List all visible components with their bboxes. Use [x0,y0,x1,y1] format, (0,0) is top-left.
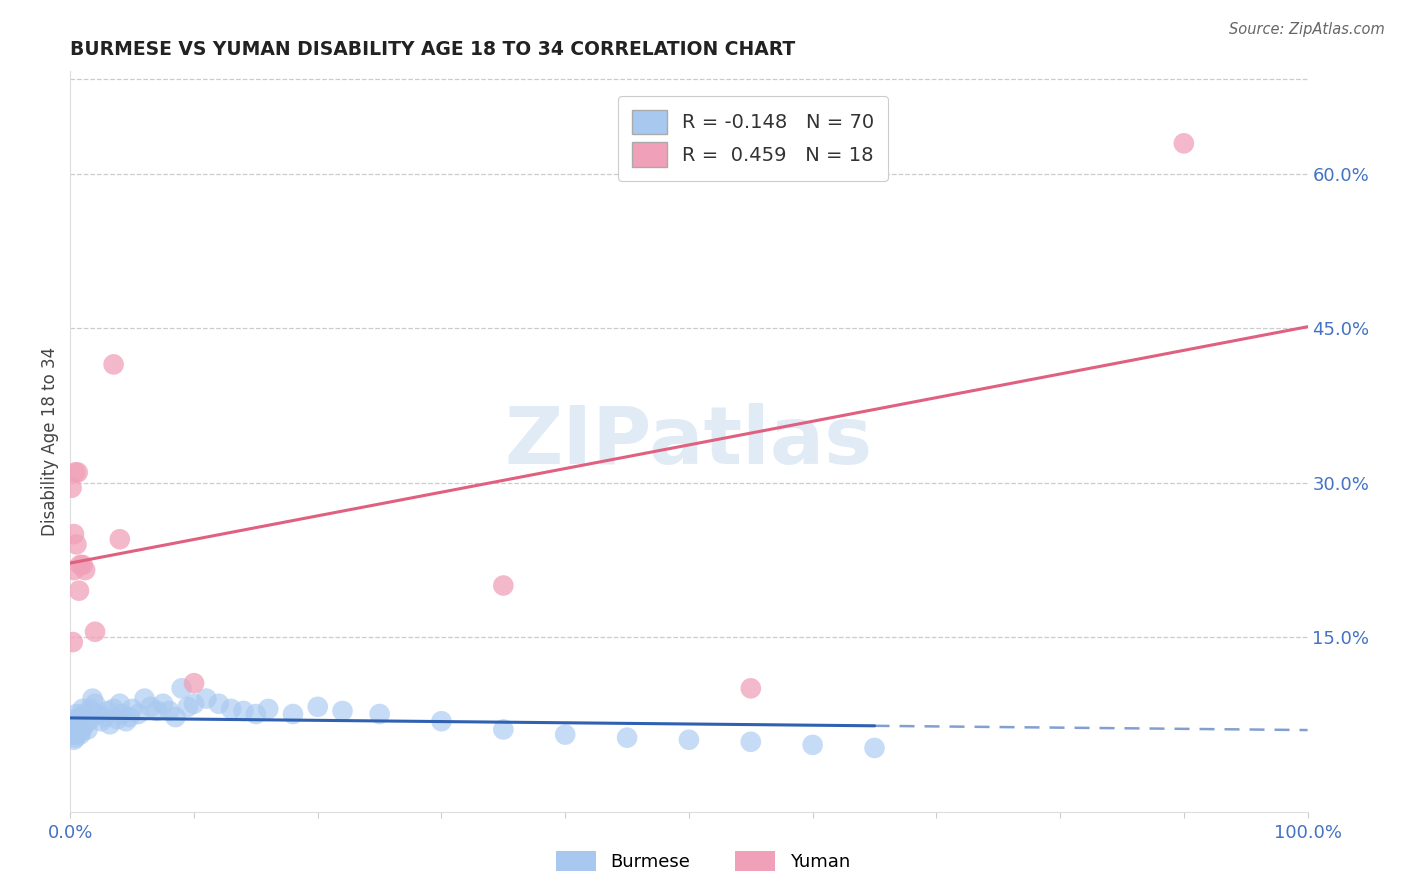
Point [69,714,91,729]
Point [69,728,91,742]
Point [98,717,121,731]
Point [63,527,86,541]
Point [63,712,86,726]
Point [65,706,87,721]
Point [77,714,100,729]
Point [82,691,104,706]
Point [257,702,280,716]
Point [60,481,83,495]
Point [65,714,87,729]
Point [63,724,86,739]
Text: ZIPatlas: ZIPatlas [505,402,873,481]
Point [281,706,304,721]
Point [67,583,90,598]
Point [70,720,93,734]
Point [84,624,107,639]
Point [111,706,134,721]
Point [65,728,87,742]
Point [146,704,169,718]
Point [368,706,391,721]
Point [863,741,886,756]
Point [430,714,453,729]
Y-axis label: Disability Age 18 to 34: Disability Age 18 to 34 [41,347,59,536]
Point [79,702,101,716]
Point [127,706,149,721]
Point [105,712,128,726]
Point [63,732,86,747]
Point [69,558,91,572]
Point [75,563,97,577]
Point [66,724,89,739]
Point [65,720,87,734]
Point [65,731,87,745]
Point [616,731,638,745]
Text: Source: ZipAtlas.com: Source: ZipAtlas.com [1229,22,1385,37]
Point [65,723,87,737]
Point [73,706,96,721]
Point [72,712,94,726]
Point [103,702,125,716]
Point [108,533,131,547]
Point [108,697,131,711]
Point [67,723,90,737]
Point [62,717,84,731]
Point [801,738,824,752]
Point [62,635,84,649]
Point [76,723,98,737]
Legend: Burmese, Yuman: Burmese, Yuman [548,844,858,879]
Point [118,710,141,724]
Point [86,706,108,721]
Point [208,697,231,711]
Point [84,697,107,711]
Point [67,712,90,726]
Point [678,732,700,747]
Point [219,702,242,716]
Point [134,691,156,706]
Point [1173,136,1195,151]
Point [307,699,329,714]
Point [103,358,125,372]
Point [152,697,174,711]
Point [66,717,89,731]
Point [70,724,93,739]
Legend: R = -0.148   N = 70, R =  0.459   N = 18: R = -0.148 N = 70, R = 0.459 N = 18 [619,95,889,181]
Point [492,723,515,737]
Point [183,676,205,690]
Point [62,728,84,742]
Point [121,702,143,716]
Point [740,681,762,696]
Text: BURMESE VS YUMAN DISABILITY AGE 18 TO 34 CORRELATION CHART: BURMESE VS YUMAN DISABILITY AGE 18 TO 34… [70,39,796,59]
Point [60,723,83,737]
Point [65,537,87,551]
Point [177,699,200,714]
Point [245,706,267,721]
Point [157,704,180,718]
Point [65,466,87,480]
Point [94,710,117,724]
Point [90,714,112,729]
Point [63,563,86,577]
Point [492,578,515,592]
Point [96,704,118,718]
Point [66,466,89,480]
Point [170,681,193,696]
Point [554,728,576,742]
Point [740,735,762,749]
Point [232,704,254,718]
Point [332,704,354,718]
Point [75,717,97,731]
Point [72,702,94,716]
Point [183,697,205,711]
Point [115,714,138,729]
Point [72,558,94,572]
Point [165,710,187,724]
Point [75,710,97,724]
Point [195,691,218,706]
Point [139,699,162,714]
